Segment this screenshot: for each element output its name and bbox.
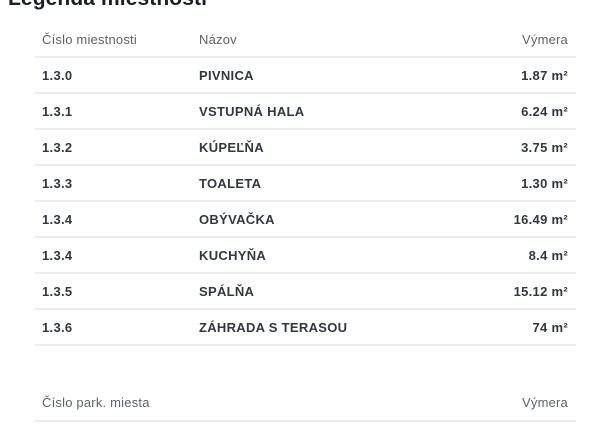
room-area-cell: 1.87 m² <box>521 67 568 83</box>
room-name-cell: TOALETA <box>199 175 262 191</box>
page-title: Legenda miestností <box>8 0 207 9</box>
column-header-room-area: Výmera <box>522 32 568 47</box>
column-header-room-number: Číslo miestnosti <box>42 32 137 47</box>
room-name-cell: KÚPEĽŇA <box>199 139 264 155</box>
room-number-cell: 1.3.6 <box>42 319 73 335</box>
room-number-cell: 1.3.4 <box>42 211 73 227</box>
room-name-cell: PIVNICA <box>199 67 254 83</box>
column-header-parking-number: Číslo park. miesta <box>42 394 150 410</box>
room-area-cell: 16.49 m² <box>513 211 568 227</box>
rooms-legend-table: Číslo miestnosti Názov Výmera 1.3.0 PIVN… <box>35 0 576 422</box>
room-area-cell: 6.24 m² <box>521 103 568 119</box>
table-row: 1.3.5 SPÁLŇA 15.12 m² <box>35 274 576 310</box>
room-number-cell: 1.3.0 <box>42 67 73 83</box>
room-number-cell: 1.3.2 <box>42 139 73 155</box>
room-name-cell: OBÝVAČKA <box>199 211 275 227</box>
room-area-cell: 74 m² <box>532 319 568 335</box>
table-row: 1.3.4 KUCHYŇA 8.4 m² <box>35 238 576 274</box>
column-header-room-name: Názov <box>199 32 237 47</box>
table-row: 1.3.3 TOALETA 1.30 m² <box>35 166 576 202</box>
table-row: 1.3.0 PIVNICA 1.87 m² <box>35 58 576 94</box>
parking-table-header-row: Číslo park. miesta Výmera <box>35 384 576 422</box>
room-name-cell: ZÁHRADA S TERASOU <box>199 319 348 335</box>
room-number-cell: 1.3.4 <box>42 247 73 263</box>
room-area-cell: 3.75 m² <box>521 139 568 155</box>
table-row: 1.3.4 OBÝVAČKA 16.49 m² <box>35 202 576 238</box>
room-area-cell: 1.30 m² <box>521 175 568 191</box>
table-row: 1.3.6 ZÁHRADA S TERASOU 74 m² <box>35 310 576 346</box>
column-header-parking-area: Výmera <box>522 394 568 410</box>
room-area-cell: 15.12 m² <box>513 283 568 299</box>
room-number-cell: 1.3.3 <box>42 175 73 191</box>
room-name-cell: SPÁLŇA <box>199 283 255 299</box>
room-name-cell: KUCHYŇA <box>199 247 267 263</box>
room-number-cell: 1.3.5 <box>42 283 73 299</box>
table-row: 1.3.1 VSTUPNÁ HALA 6.24 m² <box>35 94 576 130</box>
room-name-cell: VSTUPNÁ HALA <box>199 103 305 119</box>
room-number-cell: 1.3.1 <box>42 103 73 119</box>
table-row: 1.3.2 KÚPEĽŇA 3.75 m² <box>35 130 576 166</box>
room-area-cell: 8.4 m² <box>528 247 568 263</box>
rooms-table-header-row: Číslo miestnosti Názov Výmera <box>35 0 576 58</box>
